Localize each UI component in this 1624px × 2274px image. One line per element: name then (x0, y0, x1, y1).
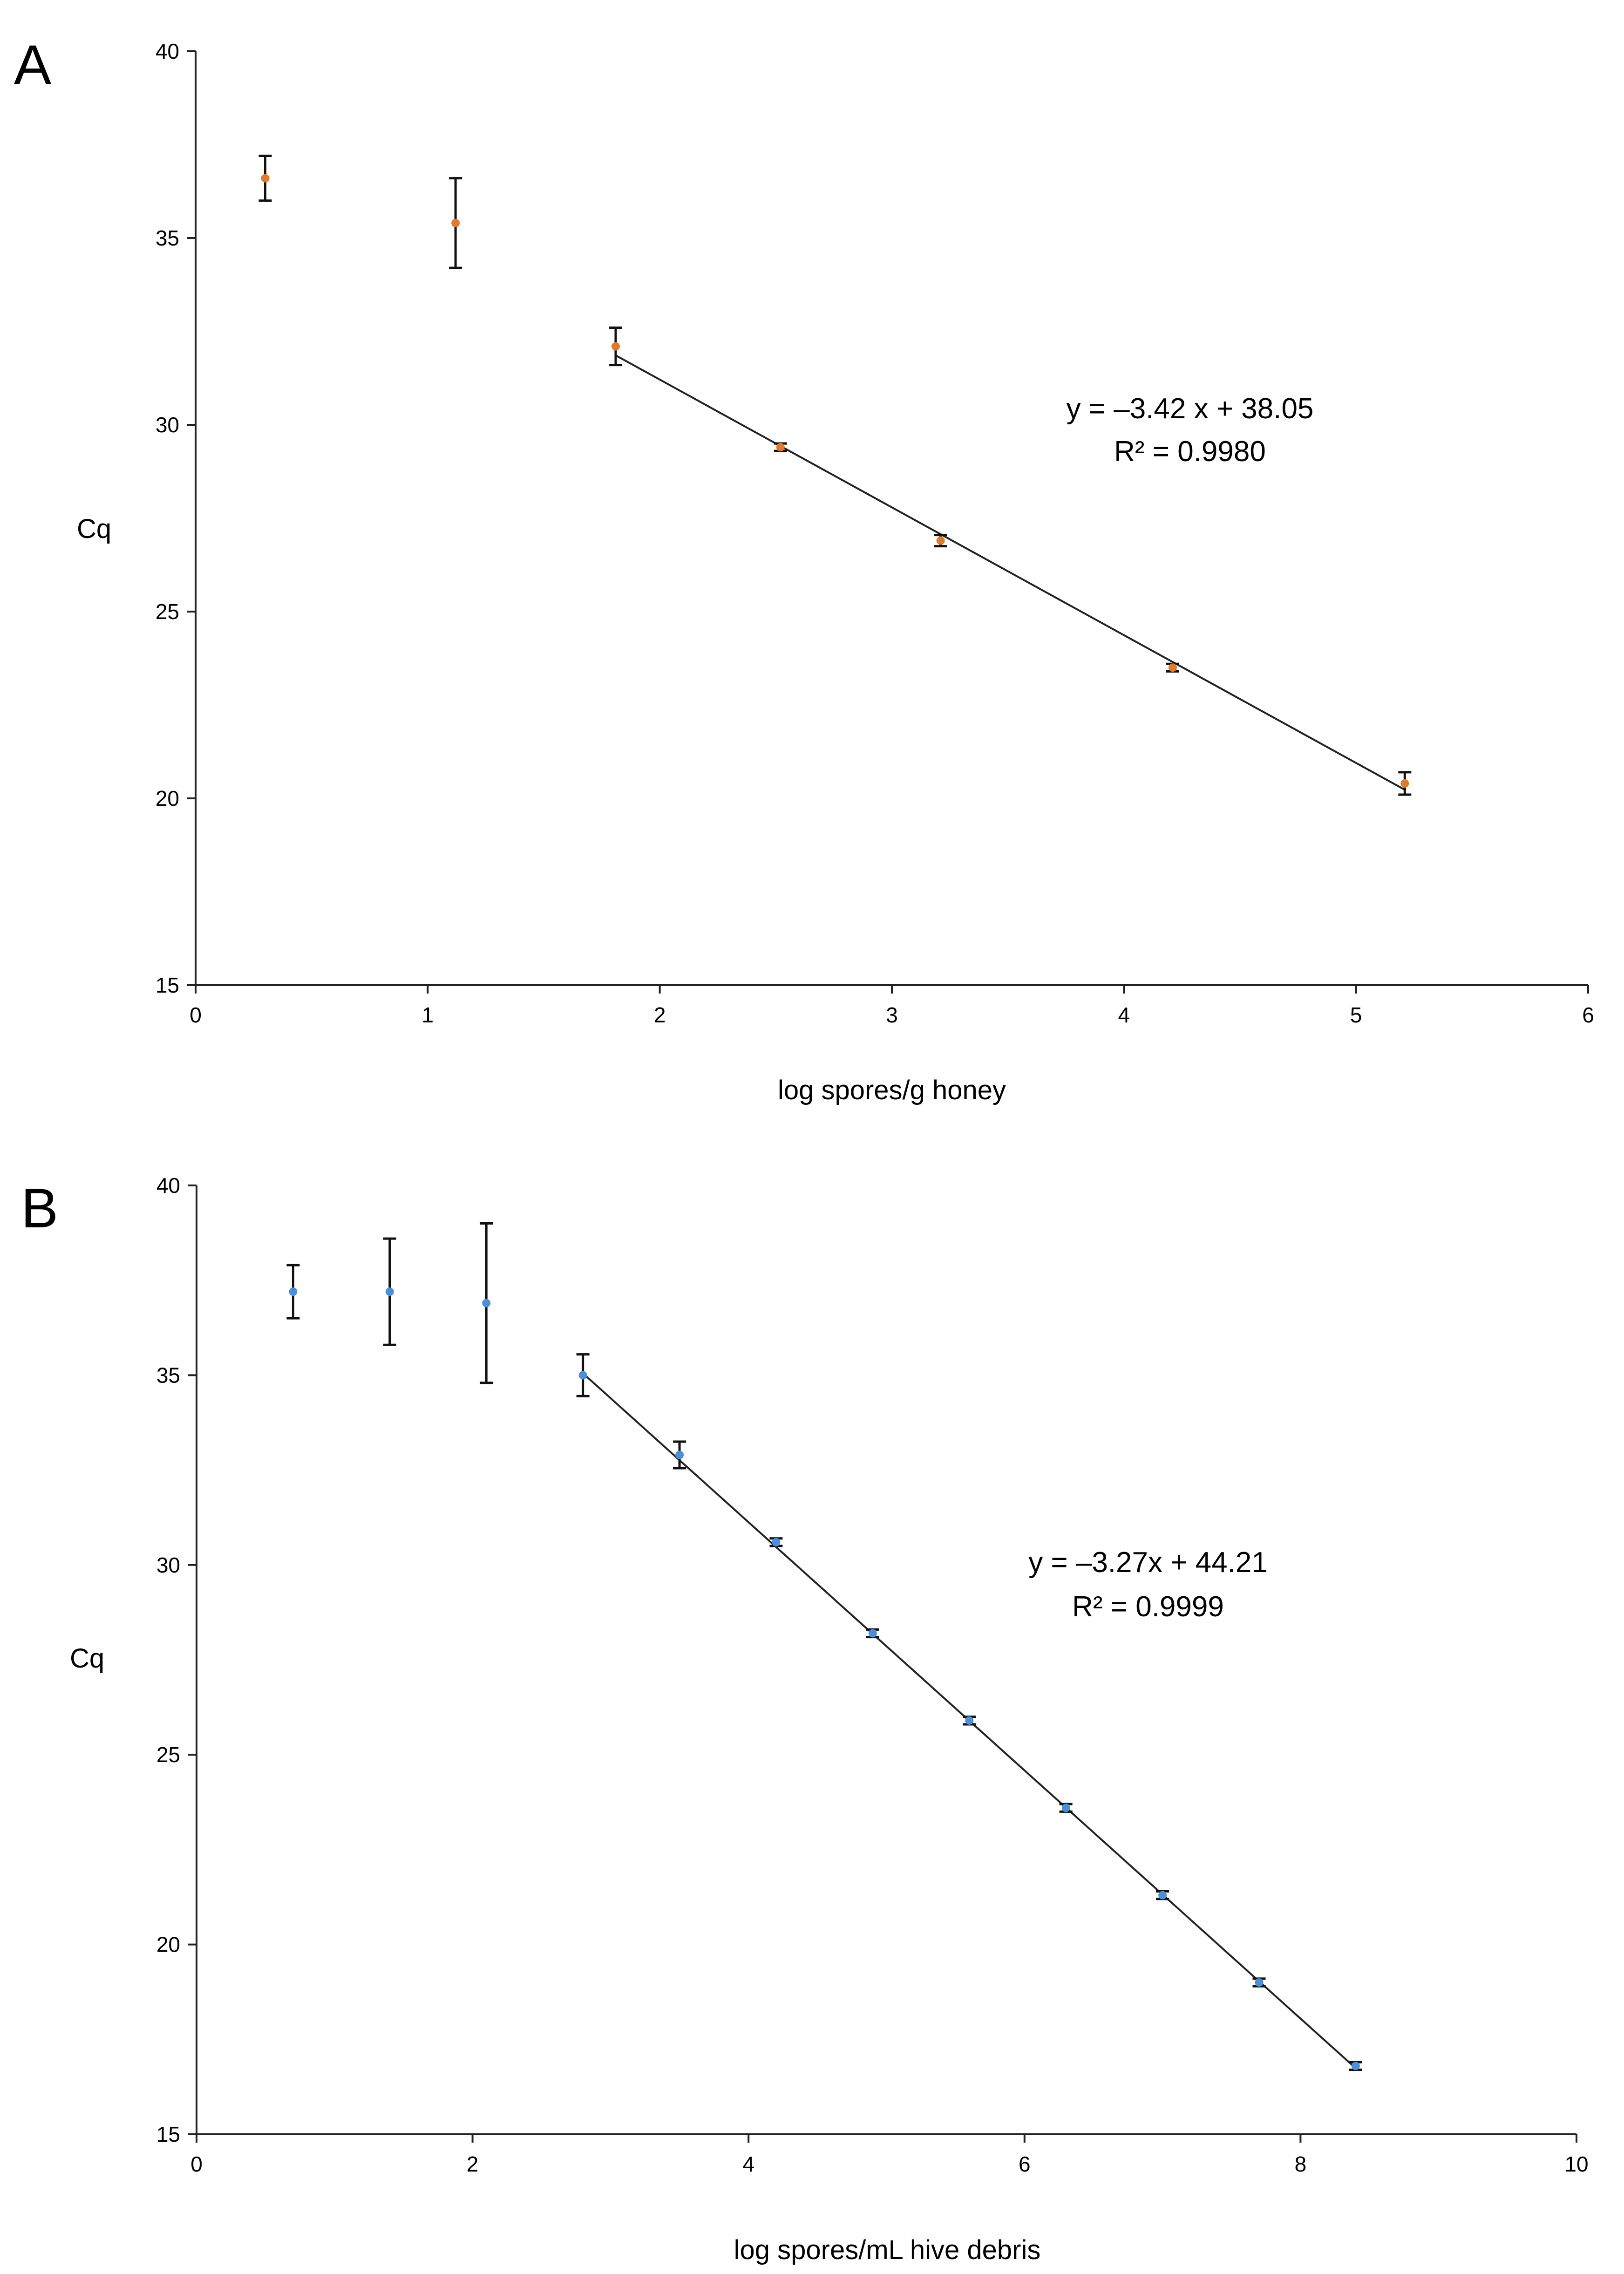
panel-b-y-tick-label: 30 (156, 1553, 180, 1577)
panel-a-x-tick-label: 1 (422, 1003, 434, 1027)
panel-b-marker (772, 1538, 781, 1546)
panel-a-y-ticks: 15 20 25 30 35 40 (156, 39, 196, 997)
panel-b-data-point (769, 1537, 783, 1547)
panel-b-x-tick-label: 6 (1019, 2152, 1031, 2176)
panel-a-data-point (774, 442, 787, 452)
panel-a-marker (776, 443, 785, 452)
panel-b-data-point (1059, 1803, 1073, 1813)
panel-a-data-point (609, 326, 622, 367)
panel-b-data-point (1156, 1890, 1169, 1900)
panel-a-x-tick-label: 4 (1118, 1003, 1130, 1027)
panel-a-x-tick-label: 6 (1582, 1003, 1594, 1027)
panel-a: A 15 20 25 30 35 40 0 1 2 3 4 5 6 Cq log spores/g h… (14, 34, 1594, 1105)
panel-b-marker (868, 1629, 877, 1638)
panel-b-x-tick-label: 10 (1564, 2152, 1588, 2176)
panel-a-marker (611, 342, 620, 351)
panel-a-y-tick-label: 25 (156, 599, 179, 624)
panel-b-x-tick-label: 4 (742, 2152, 754, 2176)
panel-b-y-tick-label: 40 (156, 1173, 180, 1198)
panel-b-data-point (963, 1716, 976, 1726)
panel-b-data-point (383, 1237, 396, 1346)
panel-a-r-squared: R² = 0.9980 (1114, 436, 1266, 468)
panel-a-data-point (1166, 662, 1179, 673)
panel-b-y-tick-label: 15 (156, 2122, 180, 2146)
panel-a-fit-line (615, 354, 1406, 791)
panel-a-data-point (258, 155, 272, 202)
panel-a-marker (1168, 663, 1177, 672)
panel-b-data-point (1252, 1977, 1266, 1988)
panel-b-y-label: Cq (70, 1643, 104, 1674)
panel-a-y-tick-label: 20 (156, 786, 179, 810)
panel-b-points (286, 1222, 1362, 2071)
panel-a-x-tick-label: 0 (190, 1003, 202, 1027)
panel-b-marker (965, 1716, 974, 1725)
panel-b-x-label: log spores/mL hive debris (734, 2235, 1041, 2265)
panel-a-x-label: log spores/g honey (778, 1075, 1006, 1105)
panel-a-data-point (1398, 771, 1412, 796)
panel-a-x-tick-label: 5 (1350, 1003, 1362, 1027)
panel-a-x-ticks: 0 1 2 3 4 5 6 (190, 985, 1594, 1027)
panel-a-marker (1400, 779, 1409, 788)
panel-b-y-tick-label: 35 (156, 1363, 180, 1387)
panel-a-marker (261, 174, 270, 183)
panel-b-x-ticks: 0 2 4 6 8 10 (190, 2134, 1589, 2176)
panel-b-data-point (286, 1264, 300, 1320)
panel-b-x-tick-label: 2 (467, 2152, 479, 2176)
panel-b-x-tick-label: 8 (1295, 2152, 1307, 2176)
panel-a-marker (936, 536, 945, 545)
panel-a-label: A (14, 34, 51, 96)
panel-b-marker (675, 1450, 684, 1459)
panel-b-data-point (673, 1440, 686, 1470)
panel-b-label: B (21, 1177, 58, 1239)
panel-a-x-tick-label: 2 (654, 1003, 666, 1027)
panel-b-marker (482, 1299, 491, 1307)
panel-a-data-point (449, 177, 462, 269)
panel-b-data-point (576, 1353, 590, 1397)
panel-b-marker (1351, 2062, 1360, 2070)
panel-a-marker (451, 218, 460, 227)
panel-b-data-point (866, 1628, 879, 1639)
panel-b-marker (1061, 1804, 1070, 1812)
panel-b-marker (578, 1371, 587, 1380)
panel-b: B 15 20 25 30 35 40 0 2 4 6 8 10 Cq log spores/mL … (21, 1173, 1589, 2265)
panel-a-points (258, 155, 1412, 796)
panel-a-y-tick-label: 40 (156, 39, 179, 63)
panel-b-equation: y = –3.27x + 44.21 (1028, 1546, 1268, 1579)
panel-a-data-point (934, 534, 947, 548)
panel-a-y-label: Cq (77, 514, 111, 544)
panel-b-marker (1158, 1891, 1167, 1900)
panel-b-r-squared: R² = 0.9999 (1072, 1591, 1224, 1623)
panel-b-data-point (1349, 2061, 1362, 2071)
panel-b-x-tick-label: 0 (190, 2152, 203, 2176)
panel-b-y-tick-label: 25 (156, 1743, 180, 1767)
panel-a-x-tick-label: 3 (886, 1003, 898, 1027)
panel-b-marker (385, 1287, 394, 1296)
panel-a-regression-line (615, 354, 1406, 791)
panel-b-marker (289, 1287, 298, 1296)
panel-b-marker (1255, 1978, 1264, 1987)
panel-b-data-point (480, 1222, 493, 1384)
panel-a-y-tick-label: 30 (156, 413, 179, 437)
panel-b-y-ticks: 15 20 25 30 35 40 (156, 1173, 197, 2146)
panel-a-y-tick-label: 35 (156, 226, 179, 250)
panel-a-y-tick-label: 15 (156, 973, 179, 997)
panel-a-equation: y = –3.42 x + 38.05 (1067, 393, 1314, 425)
panel-b-y-tick-label: 20 (156, 1933, 180, 1957)
